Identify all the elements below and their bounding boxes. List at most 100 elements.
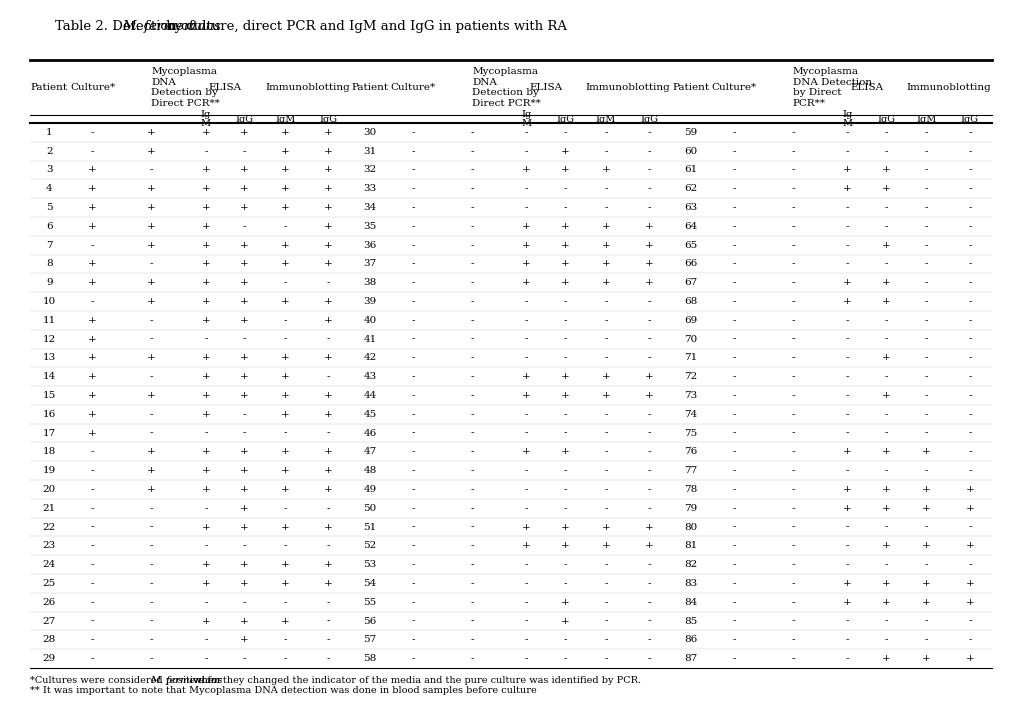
Text: +: + xyxy=(147,203,156,212)
Text: -: - xyxy=(283,222,286,231)
Text: +: + xyxy=(147,354,156,362)
Text: 32: 32 xyxy=(363,166,376,174)
Text: -: - xyxy=(967,372,971,381)
Text: +: + xyxy=(880,504,890,513)
Text: -: - xyxy=(283,654,286,663)
Text: -: - xyxy=(603,466,607,475)
Text: -: - xyxy=(91,147,95,156)
Text: +: + xyxy=(842,579,851,588)
Text: -: - xyxy=(412,184,415,193)
Text: -: - xyxy=(647,184,650,193)
Text: -: - xyxy=(470,523,474,531)
Text: -: - xyxy=(924,335,927,343)
Text: -: - xyxy=(470,635,474,644)
Text: +: + xyxy=(560,240,570,250)
Text: -: - xyxy=(564,354,567,362)
Text: IgM: IgM xyxy=(915,114,935,124)
Text: Ig
M: Ig M xyxy=(842,109,852,128)
Text: -: - xyxy=(924,278,927,287)
Text: +: + xyxy=(921,598,930,607)
Text: -: - xyxy=(150,316,153,325)
Text: -: - xyxy=(243,147,247,156)
Text: -: - xyxy=(732,297,735,306)
Text: 22: 22 xyxy=(43,523,56,531)
Text: -: - xyxy=(564,579,567,588)
Text: -: - xyxy=(647,485,650,494)
Text: -: - xyxy=(647,203,650,212)
Text: +: + xyxy=(202,128,210,137)
Text: -: - xyxy=(283,541,286,550)
Text: -: - xyxy=(732,278,735,287)
Text: 10: 10 xyxy=(43,297,56,306)
Text: 18: 18 xyxy=(43,447,56,456)
Text: +: + xyxy=(280,259,289,269)
Text: +: + xyxy=(147,128,156,137)
Text: +: + xyxy=(880,297,890,306)
Text: +: + xyxy=(89,316,97,325)
Text: Mycoplasma
DNA
Detection by
Direct PCR**: Mycoplasma DNA Detection by Direct PCR** xyxy=(152,68,220,107)
Text: +: + xyxy=(601,222,609,231)
Text: when they changed the indicator of the media and the pure culture was identified: when they changed the indicator of the m… xyxy=(190,676,641,685)
Text: -: - xyxy=(647,598,650,607)
Text: -: - xyxy=(524,654,528,663)
Text: -: - xyxy=(603,654,607,663)
Text: -: - xyxy=(91,128,95,137)
Text: +: + xyxy=(147,466,156,475)
Text: -: - xyxy=(791,541,794,550)
Text: -: - xyxy=(412,203,415,212)
Text: +: + xyxy=(240,466,249,475)
Text: 20: 20 xyxy=(43,485,56,494)
Text: -: - xyxy=(791,147,794,156)
Text: -: - xyxy=(150,523,153,531)
Text: -: - xyxy=(732,485,735,494)
Text: +: + xyxy=(921,447,930,456)
Text: -: - xyxy=(603,297,607,306)
Text: -: - xyxy=(470,447,474,456)
Text: +: + xyxy=(89,166,97,174)
Text: -: - xyxy=(845,616,848,626)
Text: -: - xyxy=(967,240,971,250)
Text: 36: 36 xyxy=(363,240,376,250)
Text: 68: 68 xyxy=(684,297,697,306)
Text: -: - xyxy=(564,316,567,325)
Text: -: - xyxy=(883,259,887,269)
Text: +: + xyxy=(280,372,289,381)
Text: +: + xyxy=(644,391,653,400)
Text: -: - xyxy=(924,147,927,156)
Text: -: - xyxy=(791,297,794,306)
Text: -: - xyxy=(470,466,474,475)
Text: 35: 35 xyxy=(363,222,376,231)
Text: 12: 12 xyxy=(43,335,56,343)
Text: -: - xyxy=(647,560,650,569)
Text: +: + xyxy=(522,391,530,400)
Text: 54: 54 xyxy=(363,579,376,588)
Text: +: + xyxy=(202,203,210,212)
Text: -: - xyxy=(243,428,247,438)
Text: -: - xyxy=(150,616,153,626)
Text: 61: 61 xyxy=(684,166,697,174)
Text: -: - xyxy=(791,128,794,137)
Text: -: - xyxy=(791,485,794,494)
Text: -: - xyxy=(732,240,735,250)
Text: +: + xyxy=(560,278,570,287)
Text: +: + xyxy=(601,372,609,381)
Text: IgG: IgG xyxy=(235,114,254,124)
Text: +: + xyxy=(202,259,210,269)
Text: -: - xyxy=(883,523,887,531)
Text: 30: 30 xyxy=(363,128,376,137)
Text: -: - xyxy=(845,523,848,531)
Text: +: + xyxy=(202,316,210,325)
Text: -: - xyxy=(791,504,794,513)
Text: 80: 80 xyxy=(684,523,697,531)
Text: +: + xyxy=(522,278,530,287)
Text: -: - xyxy=(791,579,794,588)
Text: -: - xyxy=(732,447,735,456)
Text: 37: 37 xyxy=(363,259,376,269)
Text: -: - xyxy=(883,616,887,626)
Text: +: + xyxy=(880,447,890,456)
Text: 55: 55 xyxy=(363,598,376,607)
Text: -: - xyxy=(791,560,794,569)
Text: -: - xyxy=(791,278,794,287)
Text: -: - xyxy=(470,410,474,419)
Text: +: + xyxy=(202,222,210,231)
